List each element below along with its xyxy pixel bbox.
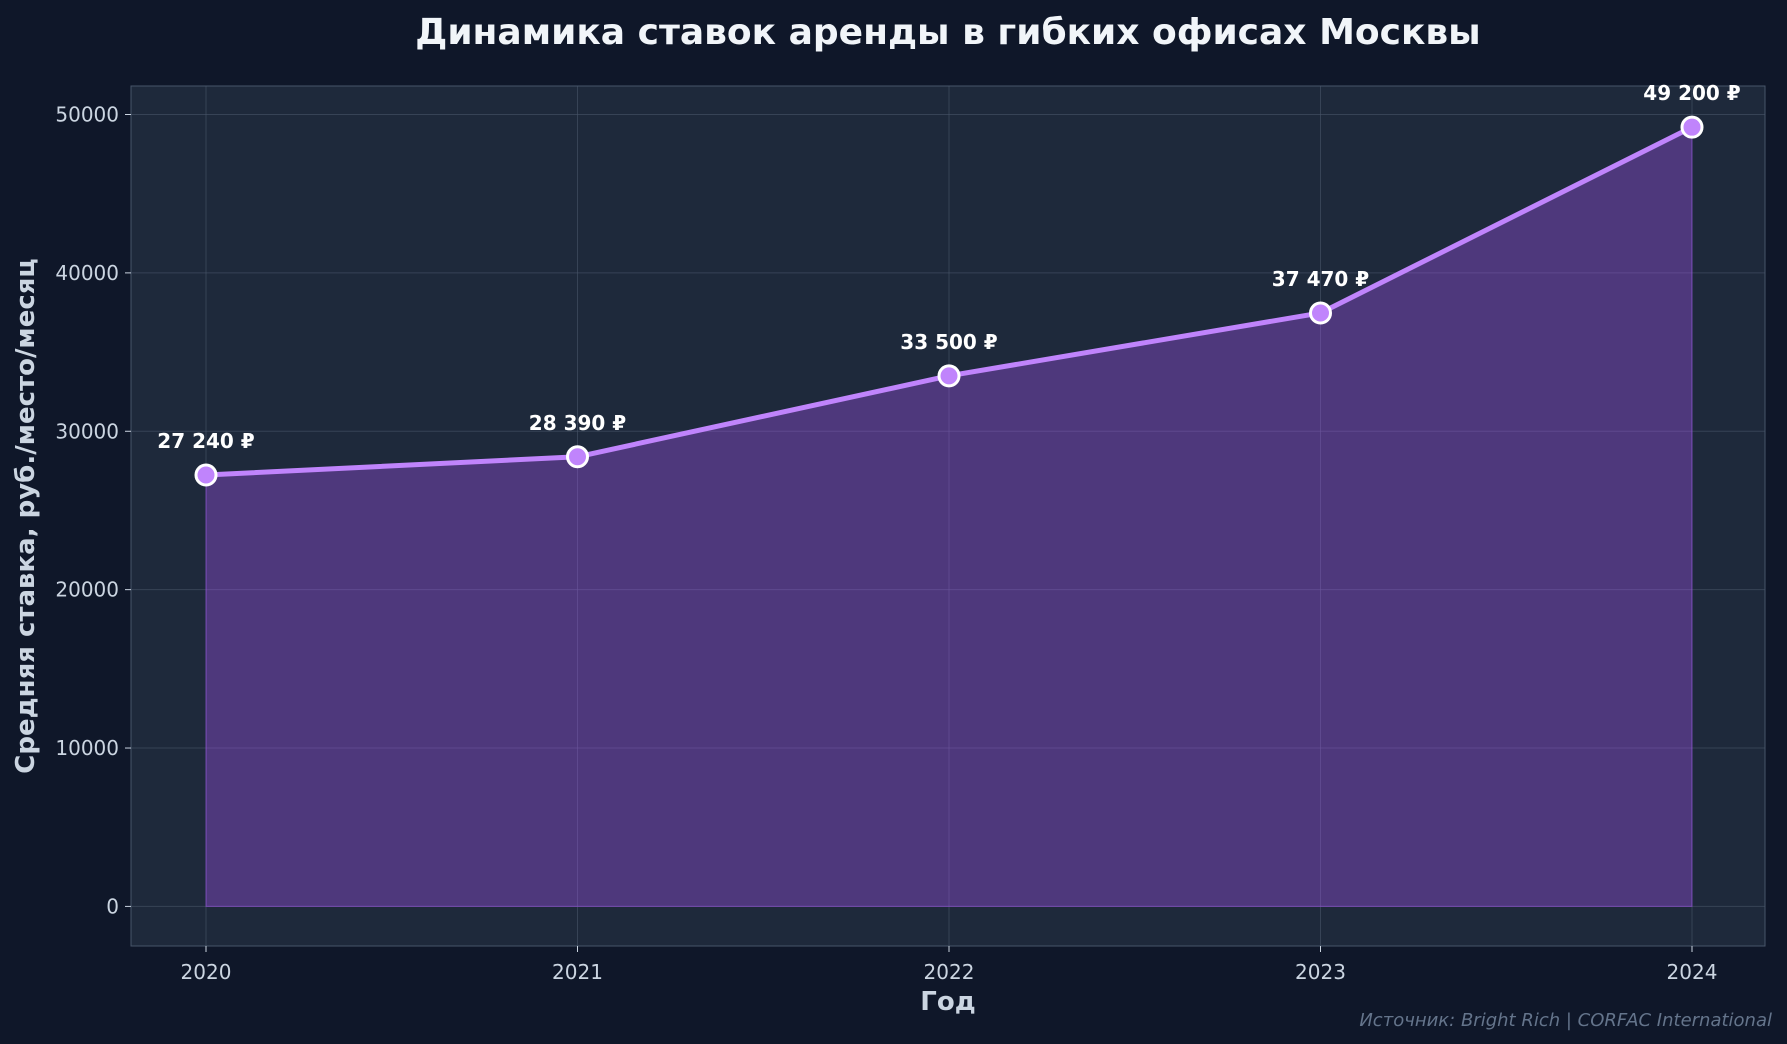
data-point [937,364,961,388]
data-point [1680,115,1704,139]
x-tick-label: 2020 [181,960,232,984]
data-label: 27 240 ₽ [157,429,255,453]
data-point [194,463,218,487]
y-axis-ticks: 0 10000 20000 30000 40000 50000 [55,103,131,918]
y-tick-label: 0 [106,894,119,918]
x-axis-label: Год [920,987,975,1017]
x-tick-label: 2021 [552,960,603,984]
y-axis-label: Средняя ставка, руб./место/месяц [11,258,41,773]
data-point [1309,301,1332,325]
data-labels: 27 240 ₽ 28 390 ₽ 33 500 ₽ 37 470 ₽ 49 200 ₽ [157,81,1741,453]
chart-title: Динамика ставок аренды в гибких офисах М… [415,12,1480,53]
x-axis-ticks: 2020 2021 2022 2023 2024 [181,946,1718,984]
markers [194,115,1704,487]
x-tick-label: 2022 [924,960,975,984]
y-tick-label: 30000 [55,419,119,443]
x-tick-label: 2023 [1295,960,1346,984]
y-tick-label: 50000 [55,103,119,127]
data-label: 37 470 ₽ [1272,267,1370,291]
y-tick-label: 10000 [55,736,119,760]
y-tick-label: 40000 [55,261,119,285]
x-tick-label: 2024 [1667,960,1718,984]
data-label: 28 390 ₽ [529,411,627,435]
data-point [566,445,589,469]
data-label: 49 200 ₽ [1643,81,1741,105]
y-tick-label: 20000 [55,578,119,602]
source-note: Источник: Bright Rich | CORFAC Internati… [1359,1010,1772,1031]
data-label: 33 500 ₽ [900,330,998,354]
